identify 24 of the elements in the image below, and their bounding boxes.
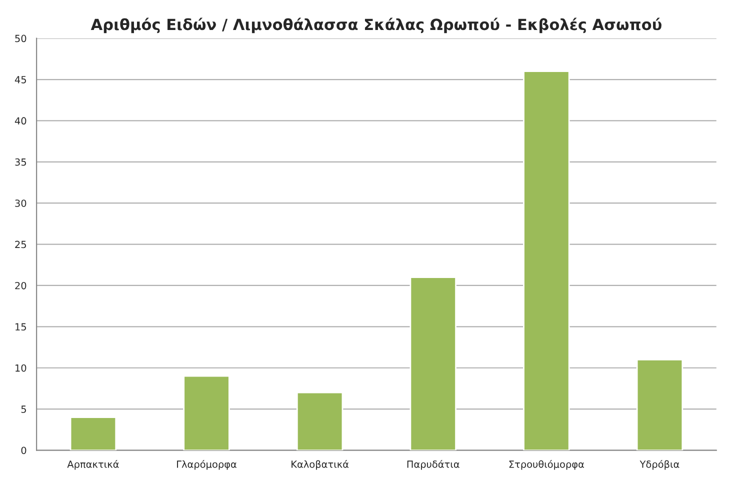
- x-tick-label: Παρυδάτια: [407, 460, 460, 470]
- y-tick-label: 20: [15, 282, 26, 290]
- x-tick-label: Γλαρόμορφα: [177, 460, 236, 470]
- bar: [523, 70, 570, 450]
- y-tick-label: 50: [15, 34, 26, 42]
- bar: [410, 276, 456, 450]
- y-tick-label: 10: [16, 364, 26, 372]
- bar: [296, 392, 344, 450]
- y-tick-label: 5: [21, 406, 26, 413]
- y-tick-label: 25: [15, 240, 26, 248]
- x-tick-label: Καλοβατικά: [292, 460, 349, 470]
- y-tick-label: 30: [15, 200, 26, 207]
- x-tick-label: Αρπακτικά: [67, 460, 119, 470]
- bar: [70, 416, 117, 450]
- bar: [183, 375, 230, 450]
- y-tick-label: 15: [16, 323, 26, 331]
- bar: [636, 358, 684, 450]
- chart-title: Αριθμός Ειδών / Λιμνοθάλασσα Σκάλας Ωρωπού - Εκβολές Ασωπού: [90, 18, 662, 34]
- y-tick-label: 40: [14, 117, 26, 125]
- y-tick-label: 35: [15, 158, 26, 166]
- x-tick-label: Στρουθιόμορφα: [509, 460, 584, 470]
- x-tick-label: Υδρόβια: [640, 460, 680, 470]
- y-tick-label: 45: [14, 76, 26, 84]
- y-tick-label: 0: [21, 446, 26, 454]
